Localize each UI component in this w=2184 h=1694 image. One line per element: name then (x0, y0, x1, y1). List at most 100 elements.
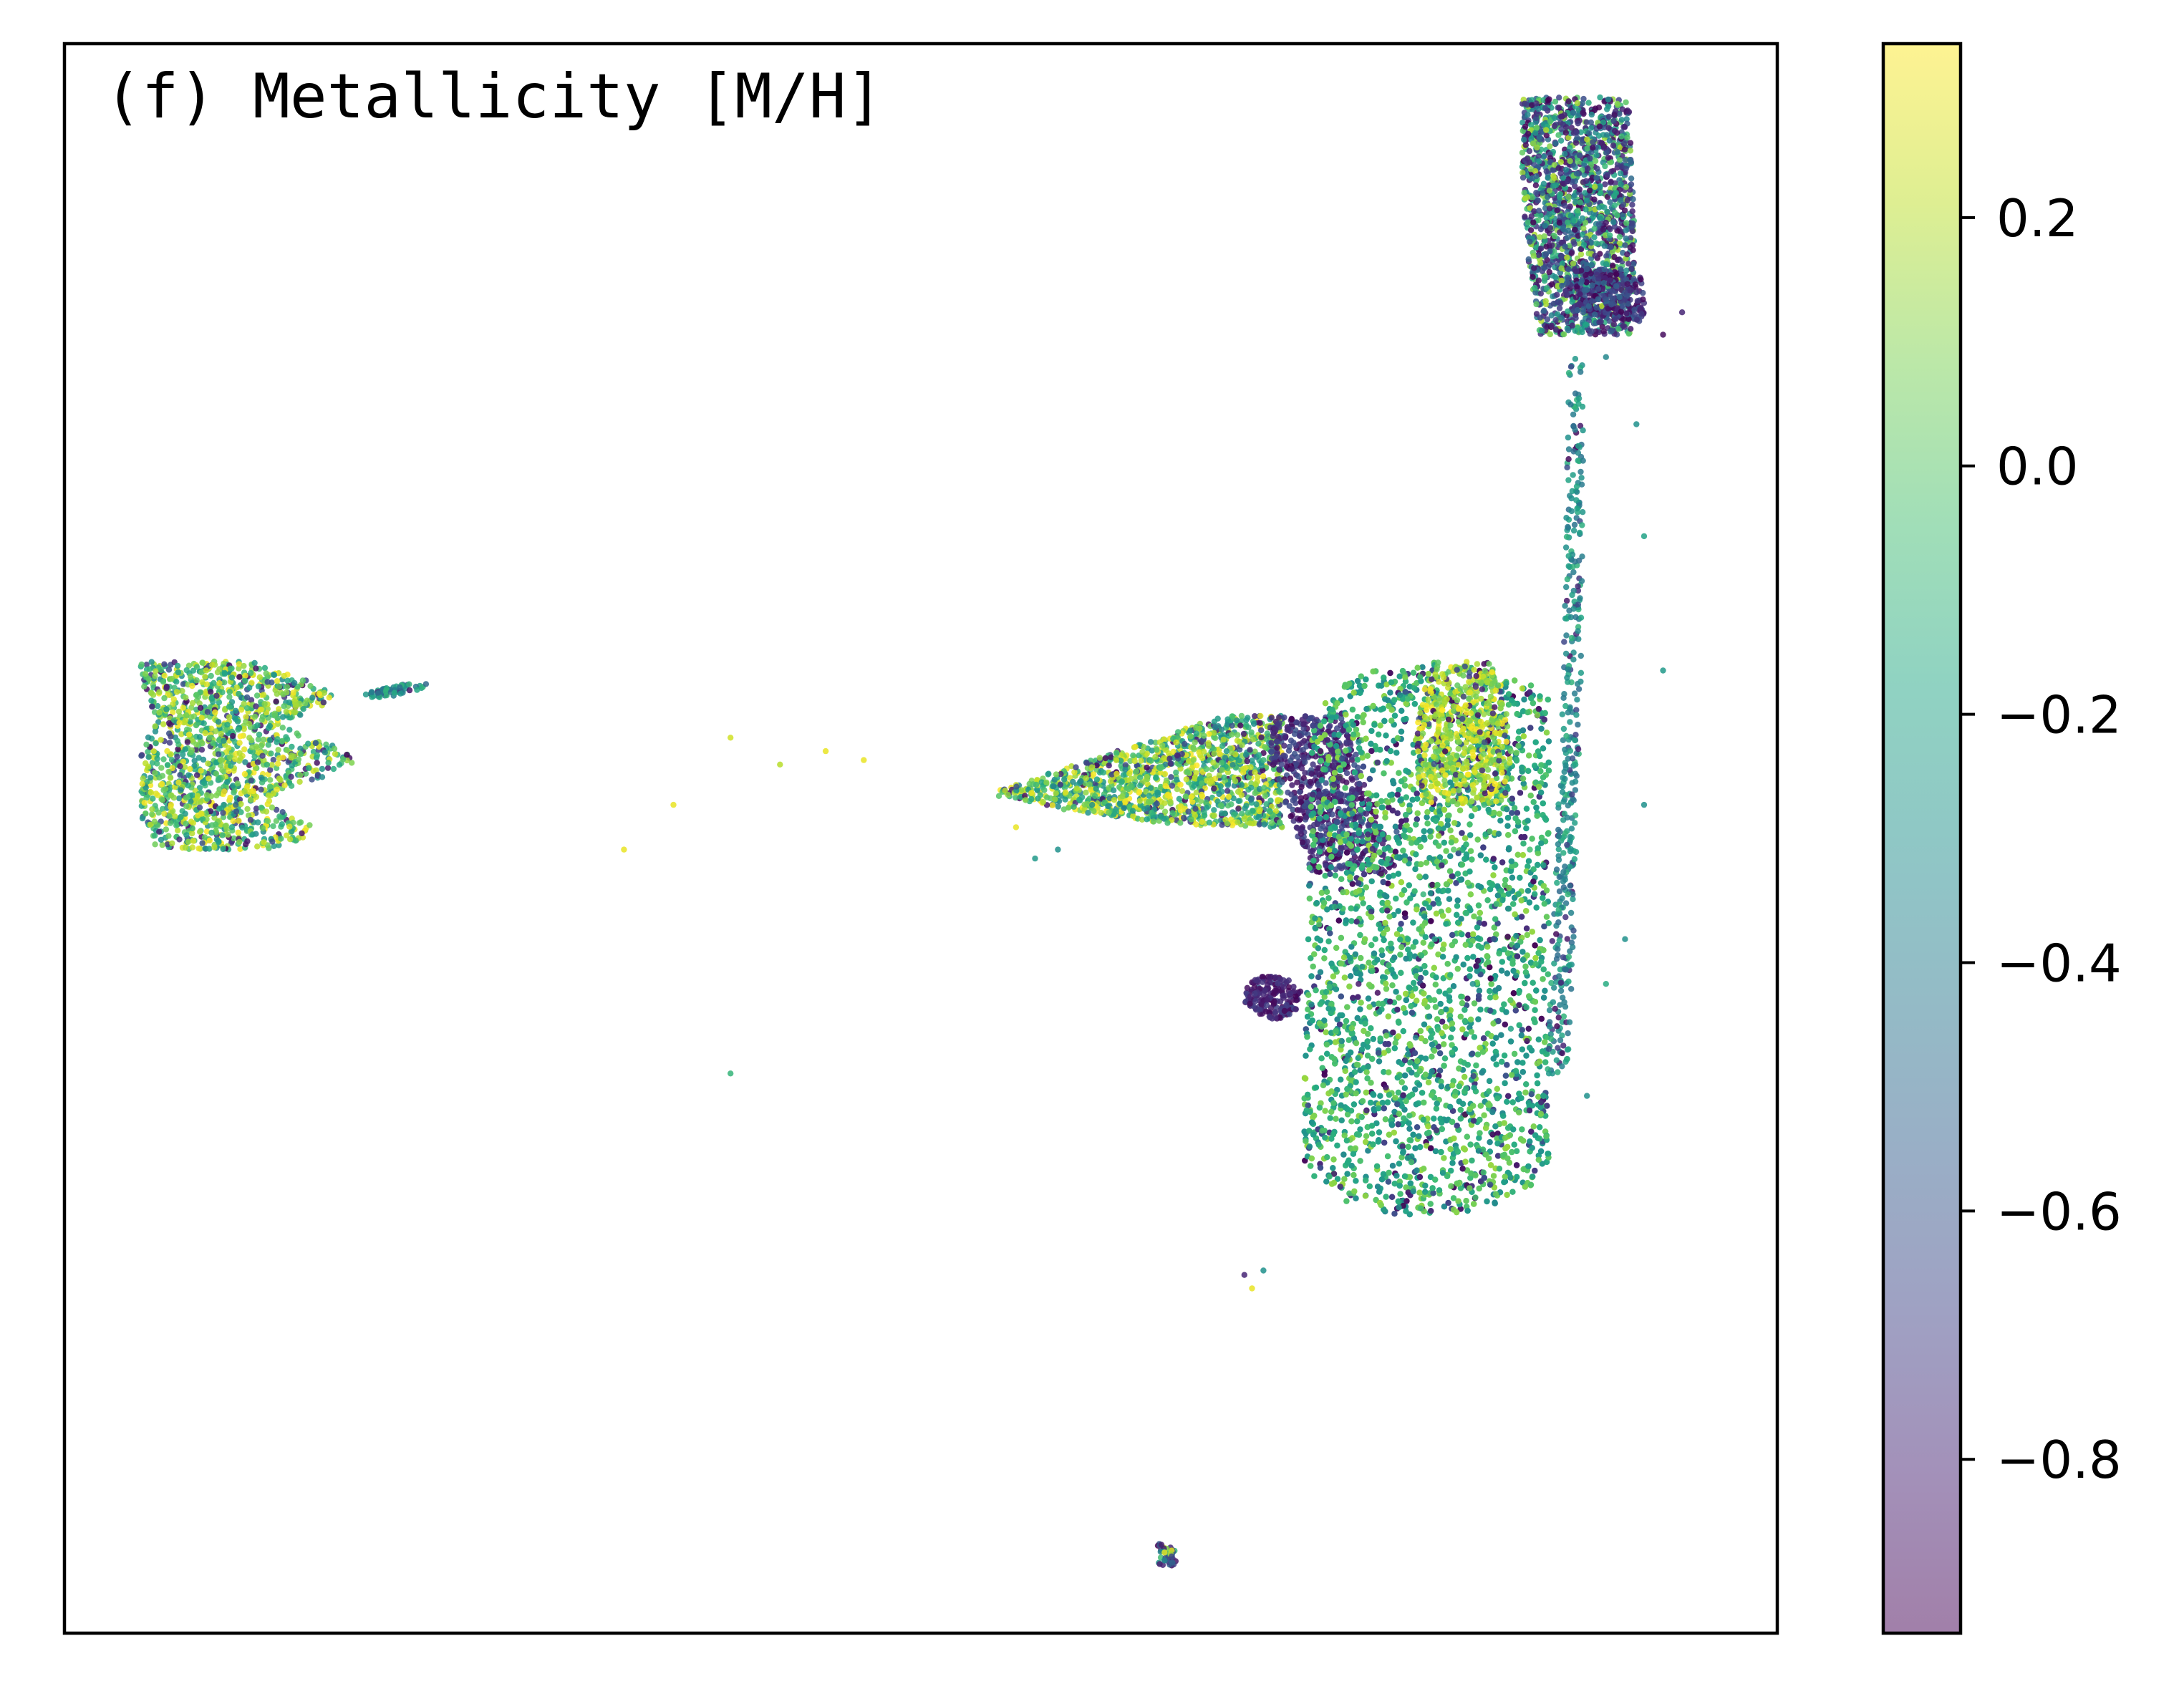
scatter-point (1173, 776, 1180, 783)
scatter-point (185, 772, 192, 778)
scatter-point (226, 745, 232, 751)
scatter-point (203, 828, 211, 835)
scatter-point (236, 818, 242, 824)
scatter-point (414, 687, 420, 693)
scatter-point (235, 829, 241, 836)
scatter-point (204, 709, 211, 715)
scatter-point (1090, 771, 1097, 778)
scatter-point (196, 828, 203, 836)
scatter-point (219, 832, 226, 838)
scatter-point (292, 838, 299, 844)
scatter-point (1158, 813, 1164, 820)
scatter-point (199, 840, 206, 846)
scatter-point (1216, 790, 1222, 798)
scatter-point (238, 809, 244, 815)
scatter-point (1199, 780, 1205, 787)
scatter-point (1290, 740, 1297, 746)
scatter-point (165, 667, 173, 673)
scatter-point (340, 756, 347, 763)
scatter-point (344, 752, 350, 758)
scatter-point (155, 809, 162, 816)
scatter-point (1239, 810, 1245, 817)
scatter-point (213, 692, 220, 699)
scatter-point (183, 717, 189, 723)
scatter-point (173, 679, 180, 685)
scatter-point (1187, 733, 1194, 740)
scatter-point (259, 752, 266, 759)
scatter-point (236, 740, 243, 746)
scatter-point (216, 838, 222, 846)
scatter-point (249, 744, 256, 751)
scatter-point (160, 756, 167, 763)
scatter-point (195, 845, 202, 852)
scatter-point (1096, 755, 1103, 761)
scatter-point (270, 790, 276, 797)
scatter-point (265, 818, 271, 825)
scatter-point (196, 804, 203, 811)
scatter-point (203, 681, 210, 687)
scatter-point (206, 846, 213, 852)
scatter-point (1235, 805, 1242, 812)
scatter-point (320, 699, 327, 706)
scatter-point (218, 805, 225, 812)
scatter-point (1212, 725, 1219, 731)
scatter-point (216, 775, 222, 782)
scatter-point (1272, 727, 1279, 733)
scatter-point (216, 666, 223, 672)
scatter-point (212, 709, 218, 716)
scatter-point (1175, 729, 1182, 735)
scatter-point (261, 839, 267, 846)
scatter-point (273, 818, 280, 824)
scatter-point (138, 752, 145, 759)
scatter-point (1258, 727, 1265, 734)
scatter-point (1091, 793, 1098, 800)
scatter-point (1062, 796, 1068, 803)
scatter-point (1271, 760, 1277, 767)
scatter-point (146, 666, 153, 672)
scatter-point (1118, 779, 1125, 785)
scatter-point (206, 837, 213, 844)
scatter-point (187, 673, 194, 680)
scatter-point (253, 703, 259, 710)
scatter-point (1264, 730, 1271, 737)
scatter-point (290, 689, 296, 696)
scatter-point (169, 840, 175, 847)
scatter-point (1357, 855, 1363, 862)
scatter-point (208, 689, 214, 695)
scatter-point (1083, 789, 1089, 796)
scatter-point (1307, 778, 1314, 785)
scatter-point (224, 722, 231, 728)
scatter-point (284, 832, 290, 839)
scatter-point (231, 835, 237, 842)
scatter-point (1173, 739, 1179, 746)
scatter-point (254, 759, 261, 765)
scatter-point (167, 774, 174, 781)
scatter-point (1211, 785, 1217, 792)
scatter-point (226, 754, 233, 760)
scatter-point (299, 677, 306, 684)
scatter-point (1154, 800, 1160, 807)
scatter-point (277, 814, 284, 821)
scatter-point (1353, 751, 1359, 758)
scatter-point (158, 836, 165, 843)
scatter-point (1229, 731, 1235, 738)
scatter-point (210, 740, 216, 747)
scatter-point (233, 808, 240, 815)
scatter-point (235, 726, 241, 733)
scatter-point (281, 782, 288, 789)
scatter-point (1181, 814, 1187, 821)
scatter-point (266, 722, 274, 730)
scatter-point (169, 675, 175, 682)
scatter-point (274, 786, 280, 793)
scatter-point (1288, 765, 1295, 772)
scatter-point (1147, 785, 1154, 791)
scatter-point (242, 677, 248, 684)
scatter-point (189, 682, 195, 689)
scatter-point (164, 841, 171, 848)
scatter-point (149, 703, 155, 710)
scatter-point (1106, 763, 1112, 769)
scatter-point (1288, 716, 1295, 722)
scatter-point (1105, 803, 1111, 810)
scatter-point (1205, 742, 1212, 750)
scatter-point (234, 780, 241, 787)
